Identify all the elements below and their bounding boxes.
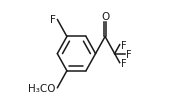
- Text: F: F: [126, 49, 132, 59]
- Text: F: F: [121, 40, 126, 50]
- Text: F: F: [121, 58, 126, 68]
- Text: O: O: [101, 12, 109, 22]
- Text: F: F: [50, 15, 56, 25]
- Text: H₃CO: H₃CO: [28, 83, 56, 93]
